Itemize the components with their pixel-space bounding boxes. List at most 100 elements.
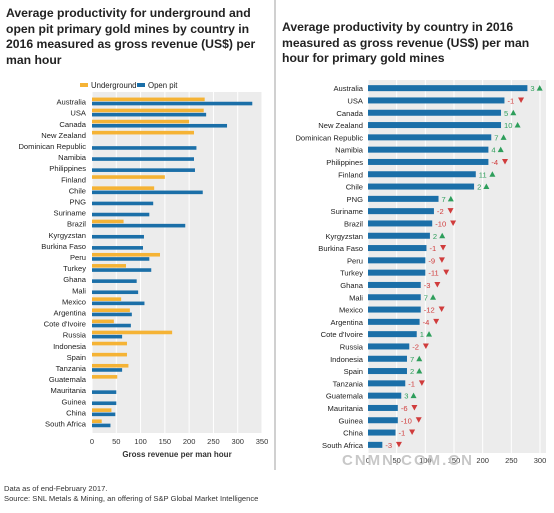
right-rank-change-label-turkey: -11 [428, 269, 438, 278]
left-chart-title: Average productivity for underground and… [6, 6, 256, 67]
right-category-label-cote-d-ivoire: Cote d'Ivoire [321, 330, 363, 339]
left-category-label-peru: Peru [70, 253, 86, 262]
left-category-label-argentina: Argentina [53, 308, 86, 317]
right-bar-canada [368, 109, 502, 116]
right-bar-spain [368, 368, 407, 375]
left-category-label-tanzania: Tanzania [56, 364, 87, 373]
right-bar-philippines [368, 158, 489, 165]
right-bar-guinea [368, 417, 398, 424]
left-bar-underground-guatemala [92, 375, 118, 379]
left-category-label-ghana: Ghana [63, 275, 87, 284]
right-bar-mauritania [368, 404, 398, 411]
left-bar-openpit-png [92, 201, 154, 206]
right-bar-brazil [368, 220, 433, 227]
right-chart-panel: Average productivity by country in 2016 … [278, 0, 554, 468]
right-bar-png [368, 195, 439, 202]
right-category-label-chile: Chile [346, 183, 363, 192]
right-bar-indonesia [368, 355, 407, 362]
left-category-label-finland: Finland [61, 175, 86, 184]
right-category-label-usa: USA [347, 96, 364, 105]
right-category-label-turkey: Turkey [340, 269, 363, 278]
left-category-label-namibia: Namibia [58, 153, 87, 162]
left-category-label-burkina-faso: Burkina Faso [41, 242, 86, 251]
footer-source: Source: SNL Metals & Mining, an offering… [4, 494, 259, 503]
right-rank-change-label-tanzania: -1 [408, 379, 415, 388]
right-category-label-argentina: Argentina [330, 318, 363, 327]
left-x-tick-label: 200 [183, 437, 196, 446]
right-category-label-ghana: Ghana [340, 281, 364, 290]
right-bar-russia [368, 343, 410, 350]
left-bar-openpit-namibia [92, 157, 194, 161]
down-arrow-icon [418, 380, 425, 386]
right-bar-kyrgyzstan [368, 232, 430, 239]
left-bar-openpit-chile [92, 190, 203, 195]
right-bar-cote-d-ivoire [368, 331, 417, 338]
left-x-tick-label: 300 [231, 437, 244, 446]
left-category-label-south-africa: South Africa [45, 419, 87, 428]
right-bar-chile [368, 183, 475, 190]
left-category-label-mauritania: Mauritania [51, 386, 87, 395]
up-arrow-icon [536, 85, 543, 91]
right-rank-change-label-south-africa: -3 [385, 441, 392, 450]
left-chart-panel: Average productivity for underground and… [0, 0, 272, 468]
up-arrow-icon [430, 294, 437, 300]
left-plot-area [92, 92, 262, 433]
down-arrow-icon [434, 281, 441, 288]
left-bar-underground-chile [92, 186, 155, 190]
right-rank-change-label-spain: 2 [410, 367, 414, 376]
right-bar-south-africa [368, 441, 383, 448]
left-bar-underground-china [92, 408, 112, 412]
right-category-label-namibia: Namibia [335, 146, 364, 155]
left-x-tick-label: 350 [256, 437, 269, 446]
right-bar-peru [368, 257, 426, 264]
right-rank-change-label-guinea: -10 [401, 416, 412, 425]
right-rank-change-label-ghana: -3 [424, 281, 431, 290]
right-category-label-dominican-republic: Dominican Republic [295, 133, 363, 142]
right-rank-change-label-finland: 11 [479, 170, 487, 179]
right-x-tick-label: 50 [392, 456, 400, 465]
right-rank-change-label-china: -1 [399, 429, 406, 438]
up-arrow-icon [447, 195, 454, 202]
left-x-axis-label: Gross revenue per man hour [122, 450, 231, 459]
right-rank-change-label-philippines: -4 [491, 158, 498, 167]
down-arrow-icon [395, 441, 402, 448]
right-bar-turkey [368, 269, 426, 276]
left-category-label-dominican-republic: Dominican Republic [18, 142, 86, 151]
left-category-label-indonesia: Indonesia [53, 342, 87, 351]
left-bar-openpit-cote-d-ivoire [92, 323, 131, 328]
right-category-label-guinea: Guinea [339, 416, 364, 425]
left-bar-openpit-ghana [92, 279, 137, 283]
right-bar-china [368, 429, 396, 436]
panel-divider [274, 0, 276, 470]
right-rank-change-label-cote-d-ivoire: 1 [420, 330, 424, 339]
right-rank-change-label-suriname: -2 [437, 207, 444, 216]
left-bar-underground-argentina [92, 308, 130, 313]
left-bar-underground-tanzania [92, 363, 129, 368]
right-rank-change-label-guatemala: 3 [404, 392, 408, 401]
right-bar-new-zealand [368, 122, 502, 129]
left-bar-openpit-argentina [92, 312, 132, 317]
right-bar-suriname [368, 208, 434, 215]
left-category-label-canada: Canada [59, 120, 86, 129]
left-category-label-brazil: Brazil [67, 220, 86, 229]
up-arrow-icon [497, 146, 504, 153]
right-rank-change-label-namibia: 4 [491, 146, 495, 155]
footer: Data as of end-February 2017. Source: SN… [4, 484, 258, 504]
down-arrow-icon [415, 417, 422, 423]
left-category-label-mali: Mali [72, 286, 86, 295]
left-category-label-guinea: Guinea [62, 397, 87, 406]
left-bar-underground-new-zealand [92, 130, 194, 135]
left-category-label-kyrgyzstan: Kyrgyzstan [48, 231, 86, 240]
right-x-tick-label: 200 [476, 456, 489, 465]
left-category-label-philippines: Philippines [49, 164, 86, 173]
left-bar-openpit-turkey [92, 268, 152, 272]
right-bar-burkina-faso [368, 245, 427, 252]
left-bar-openpit-mali [92, 290, 139, 295]
left-bar-underground-south-africa [92, 419, 102, 424]
right-chart-svg: 0 50 100 150 200 250 300 Gross revenue per man … [295, 80, 546, 468]
left-bar-openpit-philippines [92, 168, 195, 172]
right-category-label-png: PNG [347, 195, 364, 204]
left-bar-openpit-mexico [92, 301, 145, 306]
left-bar-openpit-burkina-faso [92, 246, 143, 250]
left-bar-underground-australia [92, 97, 205, 102]
